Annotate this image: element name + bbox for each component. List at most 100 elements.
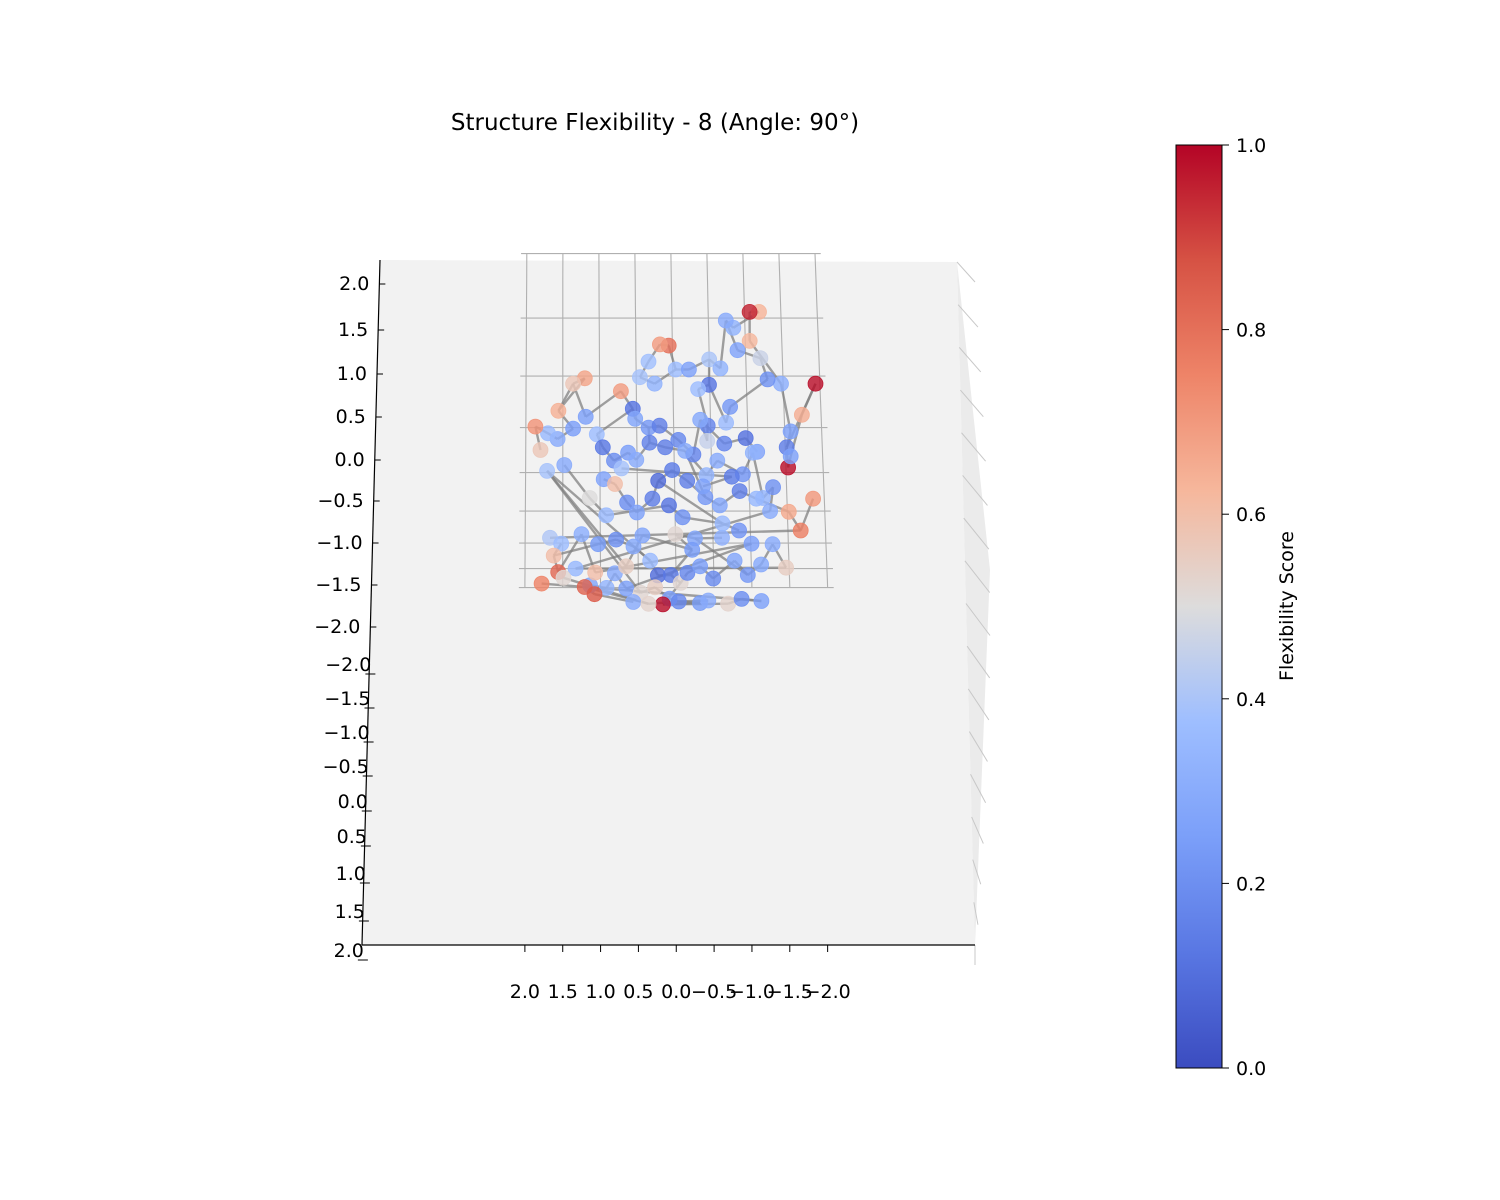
atom-point bbox=[634, 527, 651, 544]
atom-point bbox=[780, 503, 797, 520]
atom-point bbox=[641, 434, 658, 451]
atom-point bbox=[527, 418, 544, 435]
y-tick-label: 2.0 bbox=[339, 273, 369, 295]
atom-point bbox=[625, 538, 642, 555]
colorbar-ticks: 0.0 0.2 0.4 0.6 0.8 1.0 bbox=[1222, 135, 1266, 1080]
atom-point bbox=[674, 509, 691, 526]
side-grid-line bbox=[971, 816, 984, 844]
atom-point bbox=[587, 564, 604, 581]
atom-point bbox=[705, 570, 722, 587]
atom-point bbox=[744, 444, 761, 461]
atom-point bbox=[608, 531, 624, 548]
atom-point bbox=[709, 452, 726, 469]
atom-point bbox=[700, 592, 717, 609]
atom-point bbox=[619, 494, 635, 511]
atom-point bbox=[711, 497, 728, 514]
atom-point bbox=[598, 507, 615, 524]
y-tick-label: −1.0 bbox=[323, 722, 369, 744]
colorbar-tick-label: 0.4 bbox=[1236, 689, 1266, 711]
chart-title: Structure Flexibility - 8 (Angle: 90°) bbox=[451, 110, 859, 136]
atom-point bbox=[752, 350, 769, 367]
side-grid-line bbox=[968, 731, 988, 762]
nodes bbox=[527, 303, 824, 613]
side-grid-line bbox=[958, 347, 982, 373]
y-tick-label: 0.5 bbox=[337, 826, 367, 848]
atom-point bbox=[739, 567, 756, 583]
atom-point bbox=[773, 375, 789, 392]
x-tick-label: 0.0 bbox=[661, 981, 691, 1003]
atom-point bbox=[717, 312, 734, 329]
atom-point bbox=[594, 439, 611, 456]
atom-point bbox=[628, 451, 645, 468]
atom-point bbox=[753, 593, 770, 609]
x-tick-label: 1.0 bbox=[585, 981, 615, 1003]
atom-point bbox=[765, 479, 781, 496]
atom-point bbox=[539, 462, 555, 479]
x-tick-label: −0.5 bbox=[691, 981, 737, 1003]
atom-point bbox=[741, 332, 758, 349]
atom-point bbox=[805, 490, 821, 507]
atom-point bbox=[613, 460, 630, 477]
atom-point bbox=[677, 442, 694, 459]
atom-point bbox=[618, 558, 634, 575]
y-tick-label: 1.5 bbox=[338, 319, 368, 341]
side-grid-line bbox=[966, 645, 991, 679]
atom-point bbox=[792, 522, 809, 539]
atom-point bbox=[782, 448, 799, 465]
x-tick-label: −1.0 bbox=[729, 981, 775, 1003]
atom-point bbox=[590, 536, 606, 553]
atom-point bbox=[753, 556, 769, 573]
colorbar-gradient bbox=[1175, 144, 1223, 1069]
atom-point bbox=[555, 569, 572, 586]
atom-point bbox=[644, 490, 661, 507]
atom-point bbox=[699, 432, 716, 449]
atom-point bbox=[647, 579, 663, 596]
side-grid-line bbox=[972, 859, 982, 885]
axes bbox=[361, 259, 975, 946]
side-grid-line bbox=[970, 774, 987, 803]
side-grid-line bbox=[967, 688, 990, 721]
atom-point bbox=[629, 504, 645, 521]
x-tick-label: 2.0 bbox=[510, 981, 540, 1003]
atom-point bbox=[684, 541, 701, 558]
y-tick-label: −2.0 bbox=[325, 654, 371, 676]
atom-point bbox=[690, 381, 706, 398]
atom-point bbox=[565, 375, 581, 392]
atom-point bbox=[646, 375, 663, 392]
atom-point bbox=[701, 351, 718, 368]
atom-point bbox=[720, 595, 736, 612]
bond-line bbox=[694, 537, 749, 576]
atom-point bbox=[731, 483, 748, 500]
atom-point bbox=[573, 526, 590, 543]
atom-point bbox=[533, 575, 550, 592]
atom-point bbox=[741, 303, 758, 320]
atom-point bbox=[625, 594, 642, 610]
atom-point bbox=[714, 515, 731, 532]
atom-point bbox=[553, 535, 570, 552]
atom-point bbox=[545, 547, 562, 564]
y-tick-label: −0.5 bbox=[323, 756, 369, 778]
y-tick-label: −1.5 bbox=[315, 574, 361, 596]
atom-point bbox=[567, 560, 584, 577]
atom-point bbox=[540, 425, 556, 442]
x-tick-label: −2.0 bbox=[805, 981, 851, 1003]
pane-side bbox=[957, 262, 990, 945]
atom-point bbox=[581, 490, 598, 506]
y-tick-label: 1.5 bbox=[335, 901, 365, 923]
atom-point bbox=[650, 472, 667, 489]
atom-point bbox=[607, 476, 623, 492]
atom-point bbox=[679, 472, 696, 489]
atom-point bbox=[607, 565, 623, 582]
atom-point bbox=[748, 490, 765, 507]
x-tick-label: −1.5 bbox=[767, 981, 813, 1003]
x-tick-label: 1.5 bbox=[548, 981, 578, 1003]
atom-point bbox=[550, 402, 567, 419]
atom-point bbox=[759, 371, 776, 388]
atom-point bbox=[733, 591, 750, 607]
atom-point bbox=[586, 586, 603, 603]
atom-point bbox=[640, 353, 657, 370]
side-grid-line bbox=[962, 475, 988, 506]
atom-point bbox=[692, 411, 709, 428]
atom-point bbox=[794, 406, 810, 423]
y-tick-label: 1.0 bbox=[336, 863, 366, 885]
